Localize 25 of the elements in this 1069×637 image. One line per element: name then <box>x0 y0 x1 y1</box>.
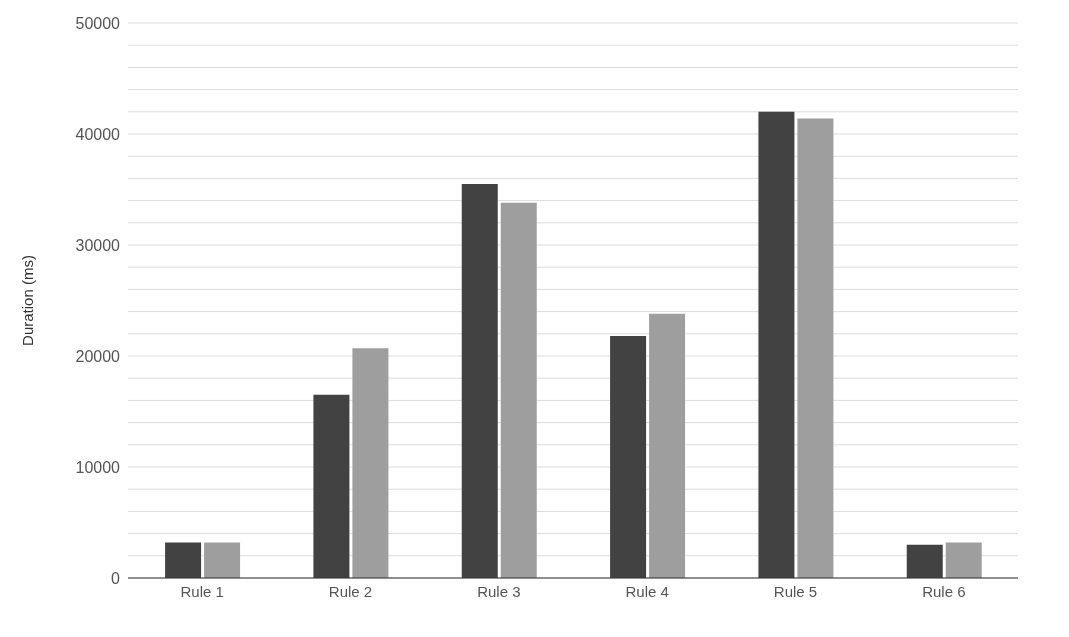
bar <box>649 313 686 578</box>
bar <box>797 118 834 578</box>
y-tick-label: 0 <box>111 569 121 587</box>
x-tick-label: Rule 6 <box>922 582 966 600</box>
bar <box>204 542 241 578</box>
x-tick-label: Rule 5 <box>773 582 818 600</box>
x-tick-label: Rule 3 <box>477 582 521 600</box>
bar <box>313 394 350 578</box>
y-tick-label: 50000 <box>75 14 121 32</box>
bar <box>610 336 647 578</box>
x-tick-label: Rule 2 <box>328 582 373 600</box>
y-tick-label: 30000 <box>75 236 121 254</box>
x-tick-label: Rule 4 <box>625 582 669 600</box>
bar <box>165 542 202 578</box>
bar <box>906 544 943 578</box>
y-tick-label: 10000 <box>75 458 121 476</box>
bar <box>945 542 982 578</box>
bar <box>758 111 795 578</box>
y-tick-label: 40000 <box>75 125 121 143</box>
bar <box>352 348 389 578</box>
y-tick-label: 20000 <box>75 347 121 365</box>
bar <box>500 202 537 578</box>
y-axis-title: Duration (ms) <box>19 255 37 346</box>
bar <box>461 183 498 578</box>
x-tick-label: Rule 1 <box>180 582 224 600</box>
